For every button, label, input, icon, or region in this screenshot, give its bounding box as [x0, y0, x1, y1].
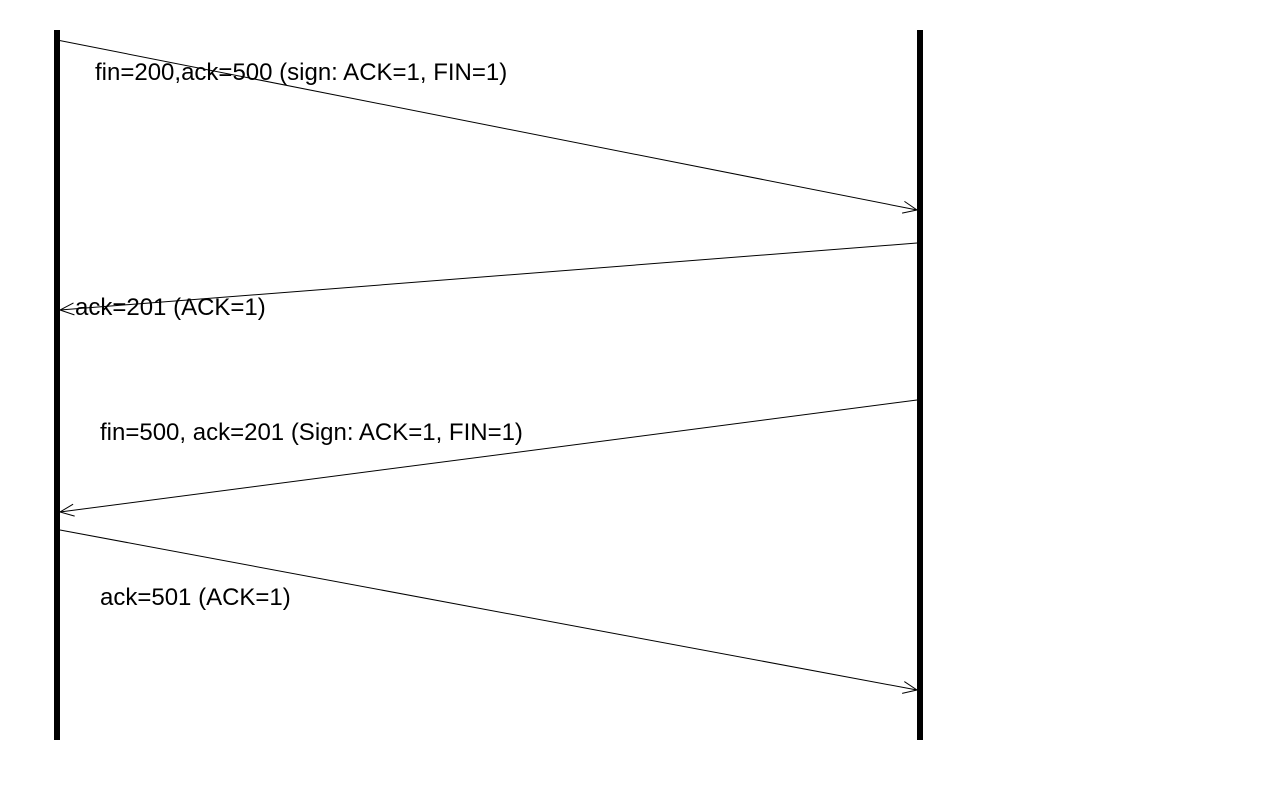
tcp-sequence-diagram: fin=200,ack=500 (sign: ACK=1, FIN=1) ack… — [0, 0, 1268, 810]
msg3-arrow — [60, 400, 917, 512]
msg4-label: ack=501 (ACK=1) — [100, 584, 291, 611]
msg3-label: fin=500, ack=201 (Sign: ACK=1, FIN=1) — [100, 419, 523, 446]
msg1-label: fin=200,ack=500 (sign: ACK=1, FIN=1) — [95, 59, 507, 86]
msg2-label: ack=201 (ACK=1) — [75, 294, 266, 321]
